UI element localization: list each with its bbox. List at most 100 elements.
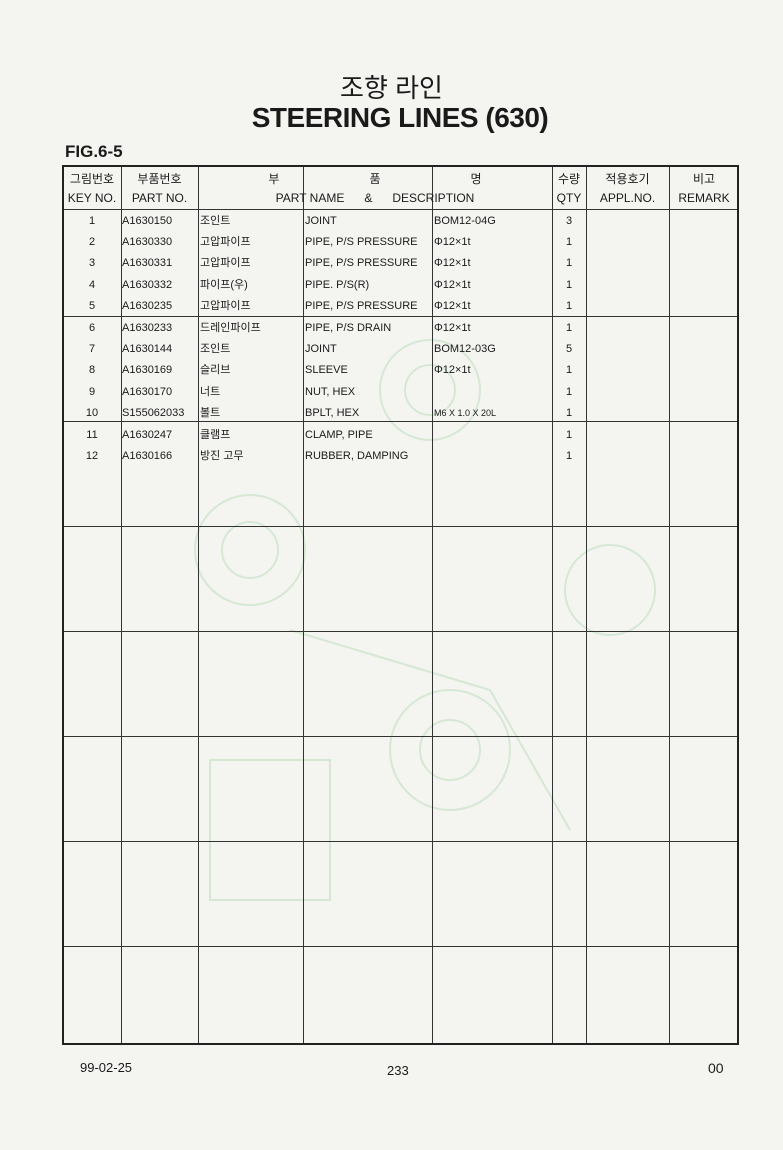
row-group-divider bbox=[64, 841, 737, 842]
cell-key: 5 bbox=[88, 299, 96, 312]
cell-qty: 1 bbox=[565, 406, 573, 419]
cell-desc: BOM12-03G bbox=[434, 343, 496, 356]
column-divider bbox=[586, 167, 587, 1043]
cell-part: A1630235 bbox=[122, 299, 173, 312]
cell-part: A1630247 bbox=[122, 429, 173, 441]
header-appl: 적용호기 APPL.NO. bbox=[586, 170, 669, 208]
cell-qty: 1 bbox=[565, 450, 573, 463]
cell-desc: M6 X 1.0 X 20L bbox=[434, 407, 497, 418]
cell-key: 11 bbox=[86, 429, 98, 441]
cell-part: A1630233 bbox=[122, 322, 173, 334]
page-title-korean: 조향 라인 bbox=[340, 73, 443, 103]
column-divider bbox=[432, 167, 433, 1043]
cell-key: 2 bbox=[88, 236, 96, 249]
cell-desc: BOM12-04G bbox=[434, 215, 496, 227]
cell-name-ko: 조인트 bbox=[200, 215, 231, 227]
cell-name-en: PIPE, P/S PRESSURE bbox=[305, 257, 418, 270]
header-part-ko: 부품번호 bbox=[137, 172, 182, 186]
header-remark-en: REMARK bbox=[678, 191, 730, 205]
cell-qty: 1 bbox=[565, 236, 573, 249]
figure-number: FIG.6-5 bbox=[65, 142, 123, 161]
cell-name-ko: 클램프 bbox=[200, 429, 231, 441]
cell-key: 3 bbox=[88, 257, 96, 270]
header-description: DESCRIPTION bbox=[392, 191, 475, 205]
column-divider bbox=[552, 167, 553, 1043]
header-name-ko-2: 품 bbox=[369, 172, 381, 186]
footer-date: 99-02-25 bbox=[80, 1060, 133, 1075]
header-name-ko-3: 명 bbox=[470, 172, 482, 186]
column-divider bbox=[303, 167, 304, 1043]
column-divider bbox=[121, 167, 122, 1043]
cell-part: S155062033 bbox=[122, 406, 185, 419]
cell-desc: Φ12×1t bbox=[434, 299, 471, 312]
footer-revision: 00 bbox=[708, 1060, 724, 1076]
cell-name-ko: 너트 bbox=[200, 385, 221, 398]
cell-name-ko: 드레인파이프 bbox=[200, 322, 261, 334]
row-group-divider bbox=[64, 946, 737, 947]
cell-name-ko: 슬리브 bbox=[200, 364, 231, 377]
row-group-divider bbox=[64, 526, 737, 527]
cell-name-en: CLAMP, PIPE bbox=[305, 429, 373, 441]
header-name-en: PART NAME bbox=[275, 191, 345, 205]
cell-name-en: PIPE, P/S PRESSURE bbox=[305, 236, 418, 249]
cell-part: A1630332 bbox=[122, 278, 173, 291]
row-group-divider bbox=[64, 736, 737, 737]
cell-name-ko: 고압파이프 bbox=[200, 257, 251, 270]
faded-diagram-watermark bbox=[194, 339, 656, 901]
header-ampersand: & bbox=[364, 191, 373, 205]
row-group-divider bbox=[64, 421, 737, 422]
cell-qty: 1 bbox=[565, 278, 573, 291]
parts-table: 그림번호 KEY NO. 부품번호 PART NO. 부 품 명 PART NAME & D… bbox=[62, 165, 739, 1045]
cell-key: 9 bbox=[88, 385, 96, 398]
cell-part: A1630150 bbox=[122, 215, 173, 227]
row-group-divider bbox=[64, 631, 737, 632]
cell-qty: 1 bbox=[565, 364, 573, 377]
cell-key: 1 bbox=[88, 215, 96, 227]
cell-key: 6 bbox=[88, 322, 96, 334]
cell-key: 12 bbox=[85, 450, 99, 463]
cell-name-en: PIPE, P/S DRAIN bbox=[305, 322, 392, 334]
header-key-ko: 그림번호 bbox=[69, 172, 115, 186]
cell-qty: 5 bbox=[565, 343, 573, 356]
cell-name-ko: 볼트 bbox=[200, 406, 221, 419]
cell-desc: Φ12×1t bbox=[434, 257, 471, 270]
cell-part: A1630144 bbox=[122, 343, 173, 356]
cell-desc: Φ12×1t bbox=[434, 364, 471, 377]
header-remark: 비고 REMARK bbox=[669, 170, 739, 208]
header-name: 부 품 명 PART NAME & DESCRIPTION bbox=[198, 170, 552, 208]
cell-part: A1630331 bbox=[122, 257, 173, 270]
cell-desc: Φ12×1t bbox=[434, 236, 471, 249]
cell-key: 10 bbox=[85, 406, 99, 419]
header-appl-en: APPL.NO. bbox=[599, 191, 656, 205]
column-divider bbox=[669, 167, 670, 1043]
header-remark-ko: 비고 bbox=[692, 172, 716, 186]
header-qty-ko: 수량 bbox=[557, 172, 581, 186]
cell-name-en: RUBBER, DAMPING bbox=[305, 450, 409, 463]
header-part-en: PART NO. bbox=[131, 191, 188, 205]
cell-key: 4 bbox=[88, 278, 96, 291]
cell-qty: 3 bbox=[565, 215, 573, 227]
cell-name-en: PIPE. P/S(R) bbox=[305, 278, 370, 291]
cell-name-en: SLEEVE bbox=[305, 364, 348, 377]
cell-part: A1630170 bbox=[122, 385, 173, 398]
cell-key: 8 bbox=[88, 364, 96, 377]
header-name-ko-1: 부 bbox=[268, 172, 280, 186]
row-group-divider bbox=[64, 209, 737, 210]
row-group-divider bbox=[64, 316, 737, 317]
cell-name-en: PIPE, P/S PRESSURE bbox=[305, 299, 418, 312]
header-qty: 수량 QTY bbox=[552, 170, 586, 208]
column-divider bbox=[198, 167, 199, 1043]
cell-name-ko: 고압파이프 bbox=[200, 299, 251, 312]
cell-qty: 1 bbox=[565, 385, 573, 398]
cell-part: A1630169 bbox=[122, 364, 173, 377]
cell-qty: 1 bbox=[565, 257, 573, 270]
cell-qty: 1 bbox=[565, 322, 573, 334]
header-qty-en: QTY bbox=[556, 191, 582, 205]
cell-name-en: JOINT bbox=[305, 343, 337, 356]
cell-part: A1630330 bbox=[122, 236, 173, 249]
cell-desc: Φ12×1t bbox=[434, 278, 471, 291]
cell-name-en: NUT, HEX bbox=[305, 385, 356, 398]
cell-name-ko: 방진 고무 bbox=[200, 450, 244, 463]
header-key: 그림번호 KEY NO. bbox=[64, 170, 120, 208]
